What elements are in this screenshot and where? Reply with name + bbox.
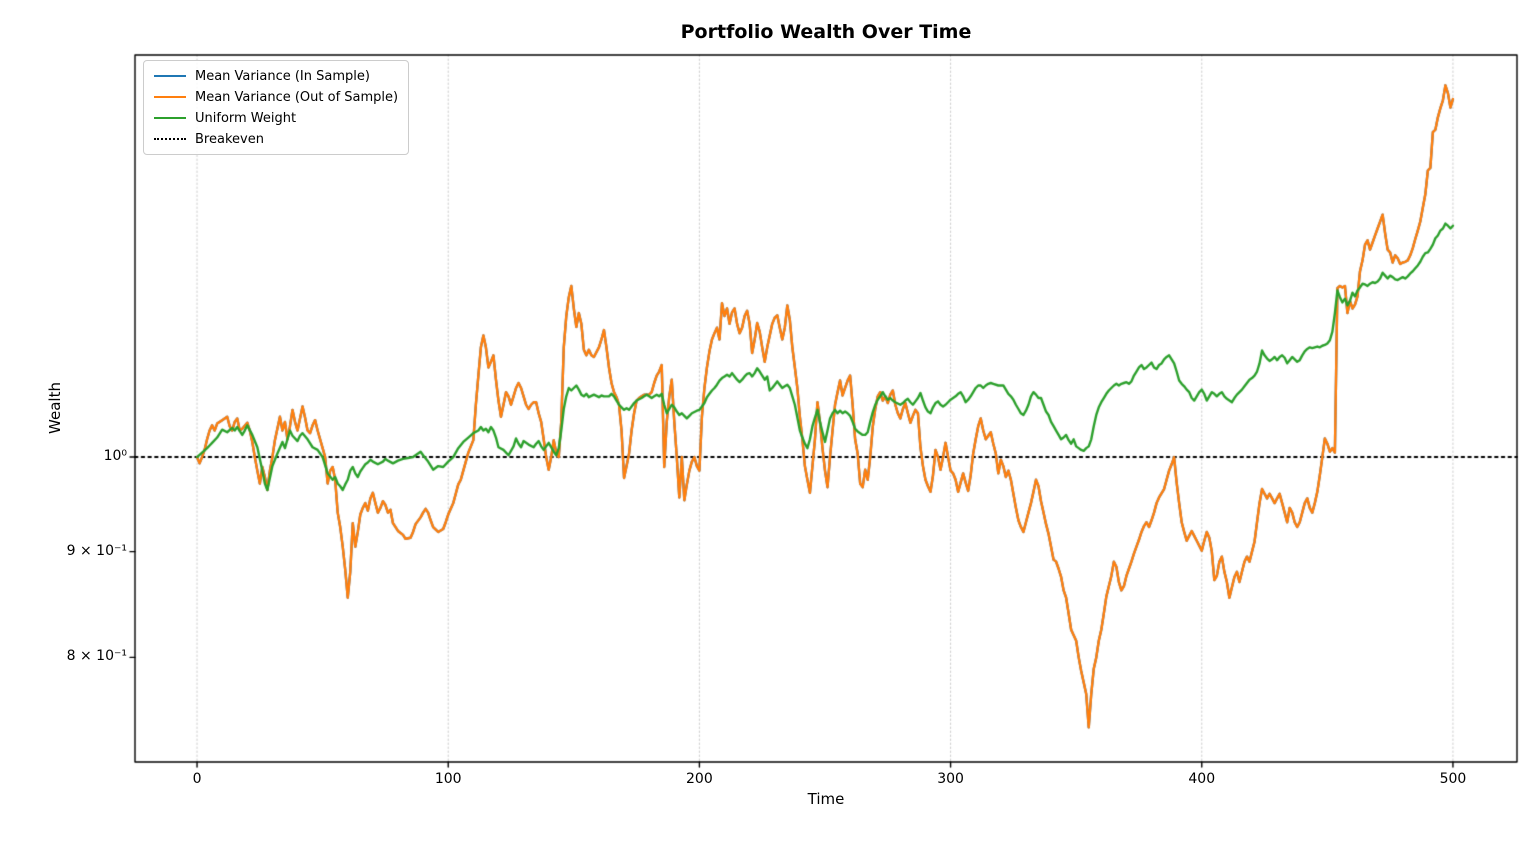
legend-line-sample bbox=[154, 117, 186, 119]
legend-item: Uniform Weight bbox=[152, 110, 398, 126]
y-axis-label: Wealth bbox=[46, 382, 64, 434]
legend-item-label: Breakeven bbox=[195, 131, 264, 147]
x-axis-label: Time bbox=[807, 790, 845, 808]
legend-line-sample bbox=[154, 75, 186, 77]
chart-title: Portfolio Wealth Over Time bbox=[680, 21, 972, 43]
x-tick-label: 100 bbox=[434, 771, 462, 787]
legend-item: Mean Variance (In Sample) bbox=[152, 68, 398, 84]
legend-item: Breakeven bbox=[152, 131, 398, 147]
x-tick-label: 200 bbox=[686, 771, 713, 787]
legend-item-label: Mean Variance (In Sample) bbox=[195, 68, 370, 84]
x-tick-label: 0 bbox=[192, 771, 202, 787]
legend-line-sample bbox=[154, 138, 186, 140]
legend-item-label: Uniform Weight bbox=[195, 110, 297, 126]
y-tick-label: 10⁰ bbox=[103, 448, 127, 465]
y-tick-label: 8 × 10⁻¹ bbox=[66, 648, 127, 665]
y-tick-label: 9 × 10⁻¹ bbox=[66, 542, 127, 559]
legend: Mean Variance (In Sample) Mean Variance (… bbox=[143, 60, 410, 155]
legend-item-label: Mean Variance (Out of Sample) bbox=[195, 89, 399, 105]
x-tick-label: 400 bbox=[1188, 771, 1216, 787]
x-tick-label: 500 bbox=[1439, 771, 1467, 787]
legend-item: Mean Variance (Out of Sample) bbox=[152, 89, 398, 105]
x-tick-label: 300 bbox=[937, 771, 964, 787]
legend-line-sample bbox=[154, 96, 186, 98]
